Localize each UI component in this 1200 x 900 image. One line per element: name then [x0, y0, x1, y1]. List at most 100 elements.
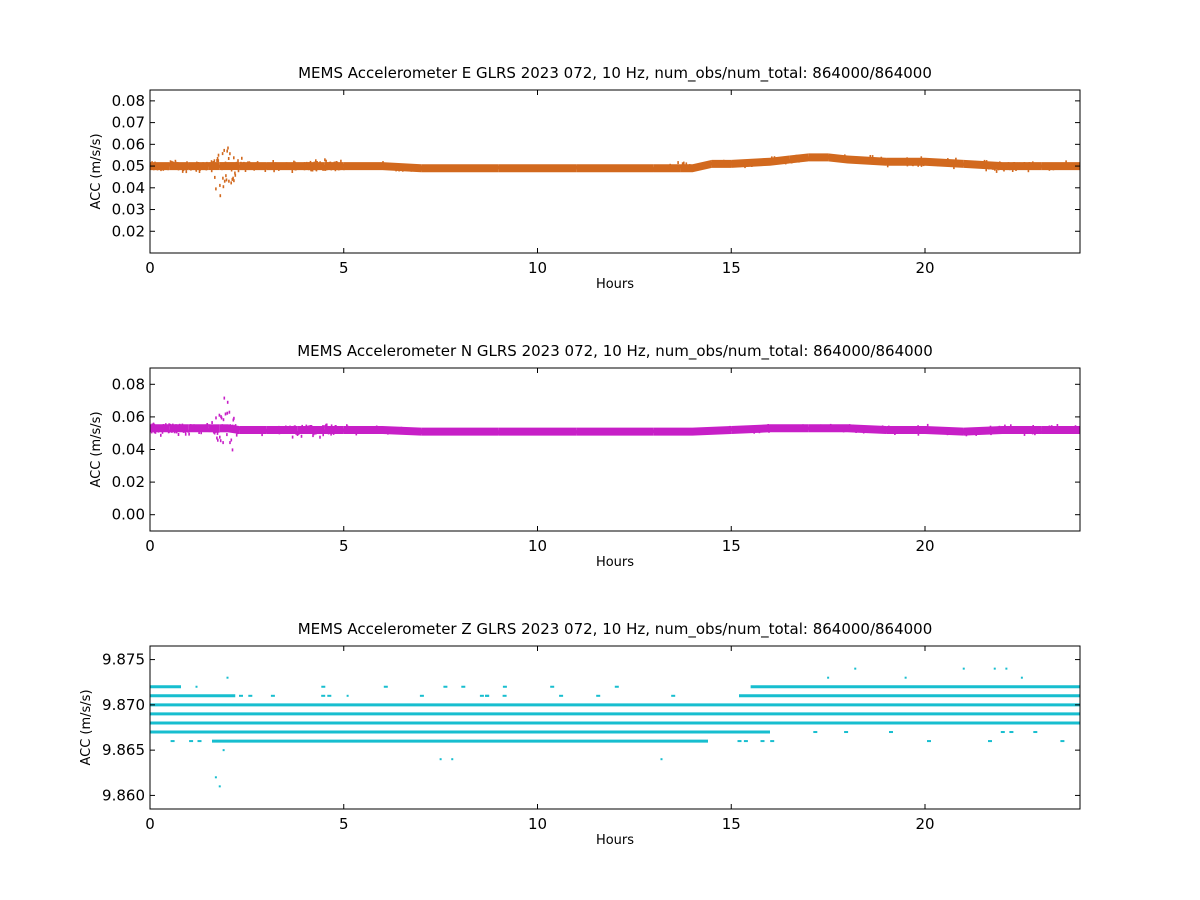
data-point: [222, 418, 225, 422]
data-point: [226, 400, 229, 404]
data-point: [227, 146, 229, 150]
data-band: [770, 424, 809, 433]
data-point: [270, 694, 275, 697]
data-point: [223, 179, 226, 183]
data-point: [738, 703, 743, 706]
y-tick-label: 9.860: [102, 786, 145, 804]
data-point: [589, 740, 594, 743]
data-point: [952, 712, 957, 715]
x-tick-label: 0: [145, 537, 155, 555]
data-point: [170, 740, 175, 743]
data-point: [559, 694, 564, 697]
data-point: [230, 438, 233, 442]
outlier-point: [993, 667, 996, 670]
data-point: [158, 694, 163, 697]
data-band: [208, 424, 220, 433]
data-point: [827, 703, 832, 706]
data-point: [486, 731, 491, 734]
data-point: [502, 694, 507, 697]
plot-title: MEMS Accelerometer E GLRS 2023 072, 10 H…: [298, 64, 932, 83]
data-band: [421, 427, 460, 436]
y-tick-label: 0.07: [112, 114, 145, 132]
y-tick-label: 0.05: [112, 157, 145, 175]
data-point: [216, 436, 218, 440]
data-band: [615, 427, 654, 436]
data-band: [1041, 425, 1080, 434]
data-point: [216, 740, 221, 743]
data-point: [225, 178, 228, 182]
data-point: [241, 712, 246, 715]
data-point: [315, 159, 317, 163]
data-point: [324, 158, 326, 162]
data-band: [169, 424, 189, 433]
data-band: [925, 425, 964, 436]
data-point: [229, 441, 231, 445]
data-point: [169, 160, 172, 164]
data-band: [169, 162, 189, 171]
data-point: [405, 703, 410, 706]
data-band: [343, 162, 383, 171]
data-point: [685, 162, 688, 166]
data-band: [266, 425, 298, 434]
data-band: [828, 153, 848, 164]
data-point: [473, 740, 478, 743]
data-point: [195, 168, 198, 172]
data-band: [297, 425, 325, 434]
data-band: [1041, 162, 1080, 171]
data-point: [215, 416, 217, 420]
data-point: [174, 685, 179, 688]
data-point: [1049, 712, 1054, 715]
data-point: [698, 740, 703, 743]
data-band: [227, 162, 240, 171]
data-point: [1000, 731, 1005, 734]
data-point: [713, 731, 718, 734]
data-point: [485, 694, 489, 697]
data-band: [770, 155, 790, 166]
y-tick-label: 0.06: [112, 135, 145, 153]
outlier-point: [222, 749, 225, 752]
data-point: [229, 152, 231, 156]
data-point: [220, 416, 223, 420]
data-point: [886, 164, 889, 168]
data-point: [234, 171, 236, 175]
data-band: [615, 164, 654, 173]
x-axis-label: Hours: [596, 555, 634, 570]
data-point: [859, 712, 864, 715]
data-point: [198, 170, 201, 173]
data-band: [219, 424, 228, 433]
data-point: [323, 703, 328, 706]
x-tick-label: 5: [339, 259, 349, 277]
data-point: [215, 187, 217, 191]
data-point: [776, 721, 781, 724]
data-band: [460, 427, 499, 436]
data-point: [213, 431, 216, 435]
data-band: [963, 159, 1003, 171]
data-point: [340, 731, 345, 734]
data-point: [184, 432, 187, 436]
data-point: [985, 168, 987, 172]
data-point: [179, 712, 183, 715]
data-point: [210, 169, 213, 173]
data-point: [479, 694, 484, 697]
data-band: [1002, 425, 1042, 434]
data-band: [305, 162, 325, 171]
data-point: [1060, 740, 1065, 743]
data-point: [210, 160, 213, 164]
data-point: [272, 160, 274, 163]
data-points: [150, 396, 1080, 452]
data-band: [692, 425, 732, 436]
data-points: [150, 146, 1080, 198]
y-tick-label: 0.08: [112, 92, 145, 110]
outlier-point: [854, 667, 857, 670]
data-point: [897, 712, 902, 715]
data-point: [231, 448, 234, 452]
data-point: [235, 433, 238, 437]
data-point: [737, 740, 742, 743]
x-tick-label: 10: [528, 259, 547, 277]
data-point: [671, 694, 676, 697]
y-tick-label: 0.02: [112, 473, 145, 491]
data-point: [527, 731, 532, 734]
data-point: [223, 396, 226, 400]
y-tick-label: 0.08: [112, 375, 145, 393]
